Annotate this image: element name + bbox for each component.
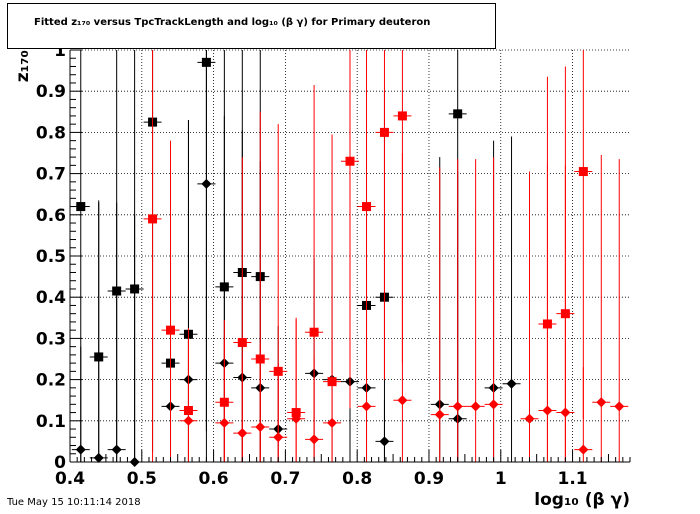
- data-point-square: [453, 109, 463, 119]
- data-point-diamond: [524, 413, 535, 424]
- x-tick-label: 0.4: [55, 469, 85, 489]
- data-point-diamond: [273, 432, 284, 443]
- data-point-diamond: [506, 378, 517, 389]
- data-point-diamond: [291, 413, 302, 424]
- y-tick-label: 0.6: [36, 206, 66, 226]
- data-point-diamond: [183, 415, 194, 426]
- y-tick-label: 0.7: [36, 165, 66, 185]
- x-tick-label: 0.8: [342, 469, 372, 489]
- data-point-diamond: [111, 444, 122, 455]
- data-point-diamond: [237, 428, 248, 439]
- data-point-diamond: [309, 434, 320, 445]
- x-axis-label: log₁₀ (β γ): [534, 490, 630, 510]
- data-point-square: [76, 202, 86, 212]
- y-tick-label: 0.9: [36, 82, 66, 102]
- data-point-diamond: [219, 417, 230, 428]
- data-point-square: [362, 202, 372, 212]
- data-point-diamond: [201, 178, 212, 189]
- y-tick-label: 0.4: [36, 288, 66, 308]
- y-tick-label: 0: [54, 453, 66, 473]
- y-tick-label: 1: [54, 41, 66, 61]
- data-point-square: [345, 156, 355, 166]
- data-point-square: [237, 338, 247, 348]
- data-point-square: [397, 111, 407, 121]
- x-tick-label: 1.1: [558, 469, 588, 489]
- data-point-diamond: [452, 401, 463, 412]
- chart-title: Fitted z₁₇₀ versus TpcTrackLength and lo…: [34, 17, 431, 28]
- data-point-diamond: [397, 395, 408, 406]
- data-point-square: [148, 214, 158, 224]
- y-axis-label: z₁₇₀: [13, 50, 33, 82]
- data-point-diamond: [470, 401, 481, 412]
- data-point-diamond: [327, 417, 338, 428]
- data-point-diamond: [75, 444, 86, 455]
- y-tick-label: 0.8: [36, 123, 66, 143]
- x-tick-label: 0.6: [199, 469, 229, 489]
- y-tick-label: 0.1: [36, 412, 66, 432]
- data-point-square: [166, 325, 176, 335]
- x-tick-label: 1: [495, 469, 507, 489]
- data-point-diamond: [614, 401, 625, 412]
- data-point-diamond: [379, 436, 390, 447]
- data-point-diamond: [361, 401, 372, 412]
- data-point-diamond: [596, 397, 607, 408]
- x-tick-label: 0.7: [270, 469, 300, 489]
- series-3: [179, 153, 629, 462]
- data-point-diamond: [578, 444, 589, 455]
- data-point-square: [309, 327, 319, 337]
- data-point-square: [379, 127, 389, 137]
- y-tick-label: 0.2: [36, 371, 66, 391]
- data-point-square: [578, 167, 588, 177]
- y-tick-label: 0.5: [36, 247, 66, 267]
- data-point-diamond: [434, 409, 445, 420]
- x-tick-label: 0.9: [414, 469, 444, 489]
- data-point-diamond: [488, 399, 499, 410]
- data-point-diamond: [255, 421, 266, 432]
- data-point-diamond: [542, 405, 553, 416]
- chart-title-box: Fitted z₁₇₀ versus TpcTrackLength and lo…: [7, 3, 496, 49]
- timestamp: Tue May 15 10:11:14 2018: [7, 497, 141, 508]
- y-tick-label: 0.3: [36, 329, 66, 349]
- data-point-diamond: [560, 407, 571, 418]
- x-tick-label: 0.5: [127, 469, 157, 489]
